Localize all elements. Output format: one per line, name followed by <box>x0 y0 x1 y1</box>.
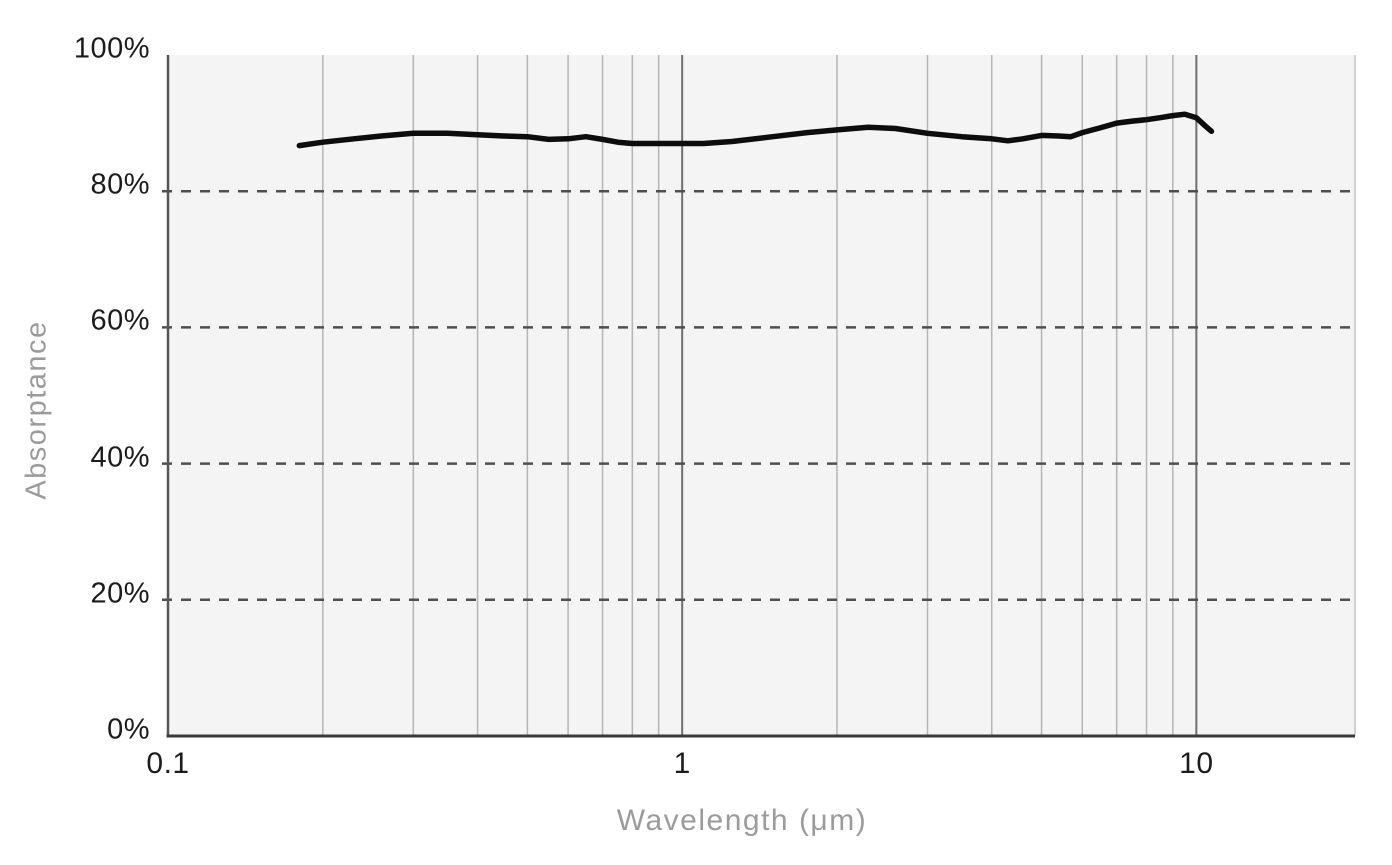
minor-gridlines <box>322 55 1174 736</box>
x-axis-title: Wavelength (μm) <box>616 804 868 837</box>
y-tick-label-80: 80% <box>90 168 150 201</box>
y-tick-label-100: 100% <box>73 32 150 65</box>
y-tick-label-60: 60% <box>90 304 150 337</box>
x-tick-label-0_1: 0.1 <box>146 747 190 780</box>
x-tick-label-1: 1 <box>673 747 691 780</box>
dashed-gridlines <box>162 189 1355 602</box>
plot-background <box>168 55 1355 736</box>
absorptance-curve <box>296 111 1215 149</box>
y-tick-label-0: 0% <box>107 713 150 746</box>
y-tick-label-40: 40% <box>90 441 150 474</box>
y-axis-title: Absorptance <box>20 320 53 500</box>
y-tick-label-20: 20% <box>90 577 150 610</box>
x-tick-label-10: 10 <box>1179 747 1214 780</box>
major-gridlines <box>681 55 1198 736</box>
axis-spines <box>166 55 1356 738</box>
